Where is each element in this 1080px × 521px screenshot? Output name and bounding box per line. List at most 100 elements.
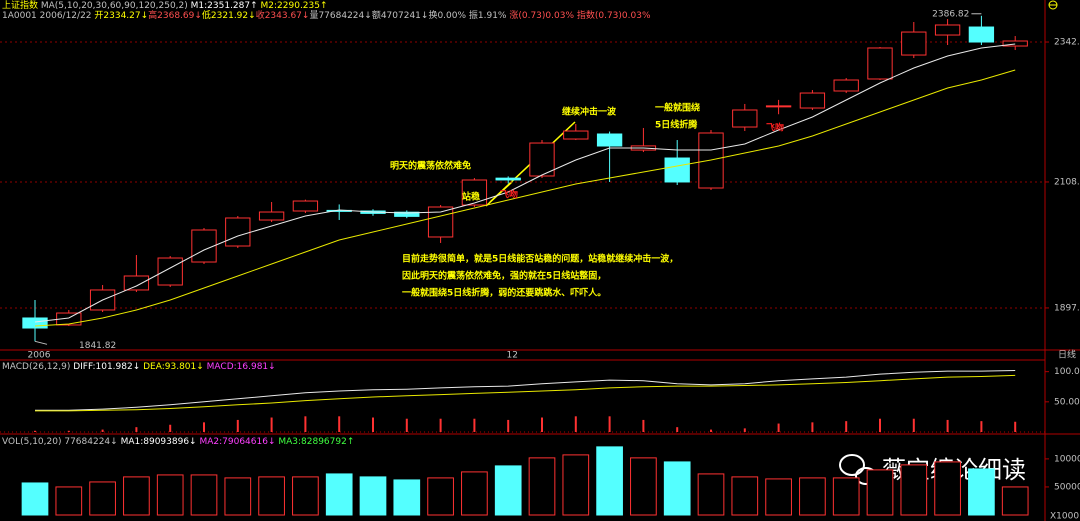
indicator-line: [35, 374, 1016, 412]
header-part: MA1:89093896↓: [118, 437, 197, 447]
candle-body: [529, 142, 555, 177]
y-tick-label: 100.00: [1054, 367, 1080, 377]
panel-header: 上证指数 MA(5,10,20,30,60,90,120,250,2) M1:2…: [2, 0, 328, 11]
candle-body: [732, 109, 758, 128]
volume-bar: [258, 476, 285, 516]
volume-bar: [968, 468, 995, 516]
header-part: MA3:82896792↑: [275, 437, 354, 447]
header-part: 开2334.27↓: [92, 10, 149, 21]
candle-body: [901, 31, 927, 56]
volume-bar: [292, 476, 319, 516]
volume-bar: [799, 477, 826, 516]
annotation: 5日线折腾: [655, 119, 698, 131]
volume-bar: [1001, 486, 1029, 516]
candle-body: [292, 200, 319, 212]
volume-bar: [325, 473, 353, 516]
macd-bar: [946, 419, 949, 432]
macd-bar: [811, 422, 814, 432]
macd-bar: [304, 416, 307, 432]
macd-bar: [405, 418, 408, 432]
volume-bar: [765, 478, 792, 516]
header-part: 77684224↓: [61, 437, 117, 447]
volume-bar: [934, 461, 961, 516]
macd-bar: [642, 419, 645, 432]
volume-bar: [224, 477, 252, 516]
period-label: 日线: [1058, 349, 1076, 361]
annotation: 目前走势很简单，就是5日线能否站稳的问题，站稳就继续冲击一波，: [402, 253, 678, 265]
candle-body: [258, 211, 285, 221]
annotation: 明天的震荡依然难免: [390, 160, 471, 172]
annotation: 继续冲击一波: [562, 106, 617, 118]
candle-body: [596, 133, 623, 147]
macd-bar: [1014, 421, 1017, 432]
annotation: 一般就围绕: [655, 102, 700, 114]
header-part: 量77684224↓: [309, 10, 371, 21]
volume-bar: [393, 479, 421, 516]
header-part: 换0.00%: [428, 9, 466, 21]
candle-body: [934, 24, 961, 36]
header-part: 涨(0.73)0.03%: [506, 10, 574, 21]
macd-bar: [338, 416, 341, 432]
header-part: 高2368.69↓: [148, 9, 202, 21]
annotation-arrow: [485, 181, 513, 207]
volume-bar: [190, 474, 218, 516]
volume-bar: [697, 473, 725, 516]
macd-bar: [541, 417, 543, 432]
panel-header: MACD(26,12,9) DIFF:101.982↓ DEA:93.801↓ …: [2, 362, 276, 372]
candle-body: [225, 217, 251, 247]
header-part: DEA:93.801↓: [140, 362, 204, 372]
y-tick-label: 2108.6: [1054, 177, 1080, 187]
candle-body: [833, 79, 859, 92]
volume-bar: [866, 469, 894, 516]
candle-body: [22, 317, 48, 329]
header-part: 额4707241↓: [372, 9, 429, 21]
annotation: 一般就围绕5日线折腾，弱的还要跳跳水、吓吓人。: [402, 287, 606, 299]
candle-body: [191, 229, 217, 263]
macd-bar: [67, 430, 70, 432]
x-tick-label: 2006: [28, 351, 51, 361]
macd-bar: [507, 419, 510, 432]
macd-bar: [743, 428, 746, 432]
candle-body: [394, 211, 420, 217]
volume-bar: [663, 461, 691, 516]
panel-header: VOL(5,10,20) 77684224↓ MA1:89093896↓ MA2…: [2, 437, 354, 447]
macd-bar: [980, 421, 983, 432]
indicator-line: [35, 370, 1016, 411]
macd-bar: [710, 429, 712, 432]
macd-bar: [236, 419, 239, 432]
max-label: 2386.82: [932, 9, 969, 19]
candle-body: [157, 257, 183, 286]
y-tick-label: 50000: [1054, 482, 1080, 492]
header-part: 指数(0.73)0.03%: [574, 9, 651, 21]
macd-bar: [372, 417, 374, 432]
header-part: 上证指数: [2, 0, 38, 11]
y-tick-label: 2342.9: [1054, 38, 1080, 48]
annotation: 因此明天的震荡依然难免，强的就在5日线站整固，: [402, 270, 606, 282]
y-tick-label: 50.00: [1054, 397, 1080, 407]
header-part: MA(5,10,20,30,60,90,120,250,2): [38, 1, 188, 11]
candle-body: [968, 26, 995, 43]
candle-body: [867, 47, 893, 80]
volume-bar: [731, 476, 759, 516]
macd-bar: [676, 427, 679, 432]
header-part: 收2343.67↓: [256, 9, 310, 21]
macd-bar: [34, 430, 36, 432]
y-unit-label: X1000: [1050, 512, 1079, 521]
macd-bar: [439, 418, 442, 432]
corner-icon[interactable]: [1048, 0, 1058, 10]
macd-bar: [879, 418, 881, 432]
annotation: 飞吻: [766, 122, 784, 134]
candle-body: [1002, 40, 1028, 47]
volume-bar: [494, 465, 522, 516]
indicator-line: [34, 69, 1016, 327]
header-part: 振1.91%: [466, 9, 507, 21]
volume-bar: [596, 446, 623, 516]
macd-bar: [203, 422, 205, 432]
y-tick-label: 1897.7: [1054, 303, 1080, 313]
watermark-bubble: [839, 454, 865, 476]
volume-bar: [359, 476, 387, 516]
volume-bar: [461, 471, 488, 516]
macd-bar: [777, 423, 780, 432]
header-part: M2:2290.235↑: [258, 1, 328, 11]
